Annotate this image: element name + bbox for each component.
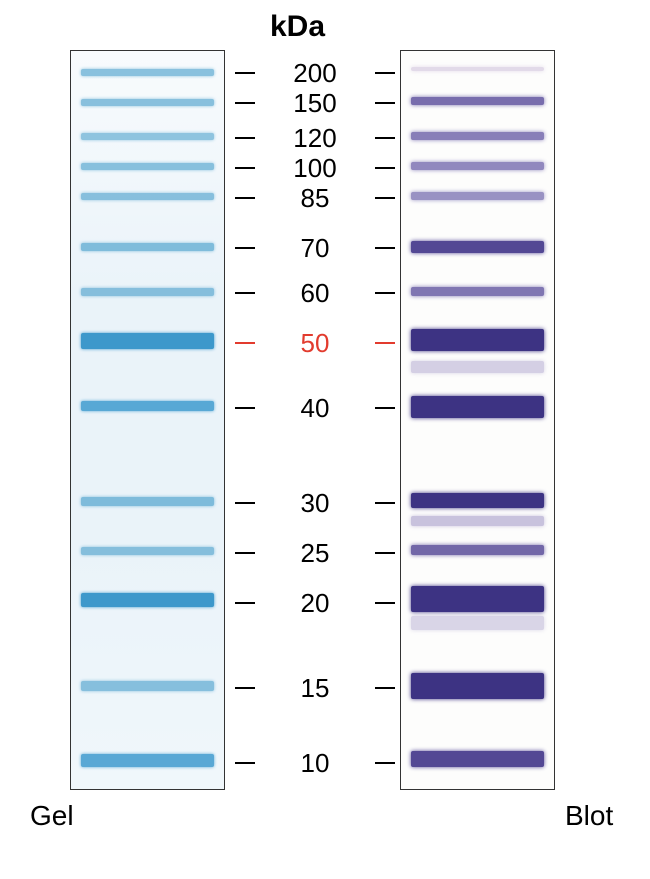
mw-tick-right: [375, 552, 395, 554]
mw-tick-left: [235, 167, 255, 169]
mw-label: 40: [255, 393, 375, 424]
mw-label: 30: [255, 488, 375, 519]
blot-caption: Blot: [565, 800, 613, 832]
mw-label: 20: [255, 588, 375, 619]
blot-band: [411, 329, 544, 351]
blot-band: [411, 67, 544, 71]
mw-tick-right: [375, 502, 395, 504]
mw-tick-right: [375, 167, 395, 169]
gel-band: [81, 163, 214, 170]
mw-label: 50: [255, 328, 375, 359]
mw-label: 70: [255, 233, 375, 264]
mw-label: 25: [255, 538, 375, 569]
blot-band: [411, 493, 544, 508]
blot-band: [411, 396, 544, 418]
mw-label: 10: [255, 748, 375, 779]
blot-band: [411, 361, 544, 373]
mw-label: 120: [255, 123, 375, 154]
blot-band: [411, 673, 544, 699]
mw-label: 200: [255, 58, 375, 89]
gel-band: [81, 99, 214, 106]
mw-label: 100: [255, 153, 375, 184]
mw-tick-left: [235, 137, 255, 139]
gel-band: [81, 593, 214, 607]
blot-band: [411, 241, 544, 253]
mw-tick-left: [235, 762, 255, 764]
gel-band: [81, 69, 214, 76]
mw-tick-left: [235, 342, 255, 344]
mw-tick-left: [235, 102, 255, 104]
mw-tick-right: [375, 342, 395, 344]
gel-band: [81, 133, 214, 140]
mw-tick-right: [375, 687, 395, 689]
blot-band: [411, 132, 544, 140]
gel-band: [81, 681, 214, 691]
mw-label: 15: [255, 673, 375, 704]
gel-lane: [70, 50, 225, 790]
mw-tick-right: [375, 102, 395, 104]
gel-band: [81, 333, 214, 349]
gel-band: [81, 401, 214, 411]
blot-band: [411, 751, 544, 767]
gel-band: [81, 288, 214, 296]
mw-tick-left: [235, 602, 255, 604]
gel-band: [81, 754, 214, 767]
gel-band: [81, 243, 214, 251]
mw-tick-left: [235, 247, 255, 249]
blot-band: [411, 516, 544, 526]
blot-lane: [400, 50, 555, 790]
mw-tick-right: [375, 762, 395, 764]
mw-tick-right: [375, 602, 395, 604]
blot-band: [411, 162, 544, 170]
unit-label: kDa: [270, 10, 325, 44]
protein-ladder-figure: kDa 200150 12010085 70 60 50 40 30 25 20 15 10 Gel…: [0, 0, 650, 879]
blot-band: [411, 586, 544, 612]
mw-tick-left: [235, 292, 255, 294]
blot-band: [411, 545, 544, 555]
gel-caption: Gel: [30, 800, 74, 832]
mw-tick-left: [235, 197, 255, 199]
mw-tick-right: [375, 292, 395, 294]
blot-band: [411, 97, 544, 105]
mw-tick-right: [375, 72, 395, 74]
mw-tick-right: [375, 137, 395, 139]
blot-band: [411, 287, 544, 296]
mw-label: 60: [255, 278, 375, 309]
blot-band: [411, 616, 544, 630]
mw-tick-left: [235, 72, 255, 74]
mw-label: 150: [255, 88, 375, 119]
mw-tick-right: [375, 197, 395, 199]
gel-band: [81, 497, 214, 506]
mw-label: 85: [255, 183, 375, 214]
mw-tick-left: [235, 552, 255, 554]
mw-tick-left: [235, 502, 255, 504]
mw-tick-right: [375, 247, 395, 249]
blot-band: [411, 192, 544, 200]
mw-tick-left: [235, 687, 255, 689]
mw-tick-right: [375, 407, 395, 409]
gel-band: [81, 547, 214, 555]
gel-band: [81, 193, 214, 200]
mw-tick-left: [235, 407, 255, 409]
